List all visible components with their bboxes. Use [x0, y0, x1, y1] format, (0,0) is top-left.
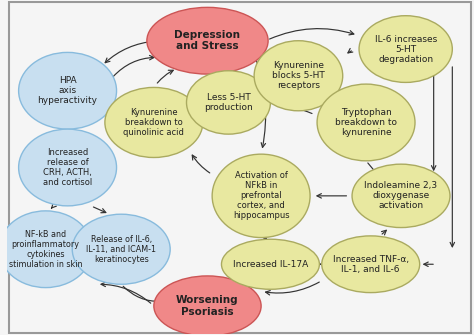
Text: HPA
axis
hyperactivity: HPA axis hyperactivity [37, 76, 98, 105]
Text: Kynurenine
breakdown to
quinolinic acid: Kynurenine breakdown to quinolinic acid [123, 108, 184, 137]
Text: Depression
and Stress: Depression and Stress [174, 30, 240, 51]
Ellipse shape [147, 7, 268, 74]
Ellipse shape [221, 239, 319, 289]
Ellipse shape [359, 16, 452, 82]
Ellipse shape [254, 41, 343, 111]
Text: Increased TNF-α,
IL-1, and IL-6: Increased TNF-α, IL-1, and IL-6 [333, 255, 409, 274]
Ellipse shape [352, 164, 450, 227]
Text: NF-kB and
proinflammatory
cytokines
stimulation in skin: NF-kB and proinflammatory cytokines stim… [9, 230, 82, 269]
Ellipse shape [154, 276, 261, 335]
Text: Release of IL-6,
IL-11, and ICAM-1
keratinocytes: Release of IL-6, IL-11, and ICAM-1 kerat… [86, 235, 156, 264]
Text: Less 5-HT
production: Less 5-HT production [204, 93, 253, 112]
Text: Tryptophan
breakdown to
kynurenine: Tryptophan breakdown to kynurenine [335, 108, 397, 137]
FancyBboxPatch shape [9, 2, 471, 333]
Ellipse shape [18, 52, 117, 129]
Text: Activation of
NFkB in
prefrontal
cortex, and
hippocampus: Activation of NFkB in prefrontal cortex,… [233, 171, 290, 220]
Ellipse shape [105, 87, 203, 157]
Text: Increased IL-17A: Increased IL-17A [233, 260, 308, 269]
Text: Kynurenine
blocks 5-HT
receptors: Kynurenine blocks 5-HT receptors [272, 61, 325, 90]
Text: Indoleamine 2,3
dioxygenase
activation: Indoleamine 2,3 dioxygenase activation [365, 181, 438, 210]
Ellipse shape [212, 154, 310, 238]
Ellipse shape [322, 236, 419, 292]
Ellipse shape [18, 129, 117, 206]
Text: Increased
release of
CRH, ACTH,
and cortisol: Increased release of CRH, ACTH, and cort… [43, 148, 92, 187]
Ellipse shape [186, 71, 271, 134]
Text: Worsening
Psoriasis: Worsening Psoriasis [176, 295, 239, 317]
Ellipse shape [0, 211, 92, 288]
Text: IL-6 increases
5-HT
degradation: IL-6 increases 5-HT degradation [374, 35, 437, 64]
Ellipse shape [317, 84, 415, 161]
Ellipse shape [72, 214, 170, 284]
